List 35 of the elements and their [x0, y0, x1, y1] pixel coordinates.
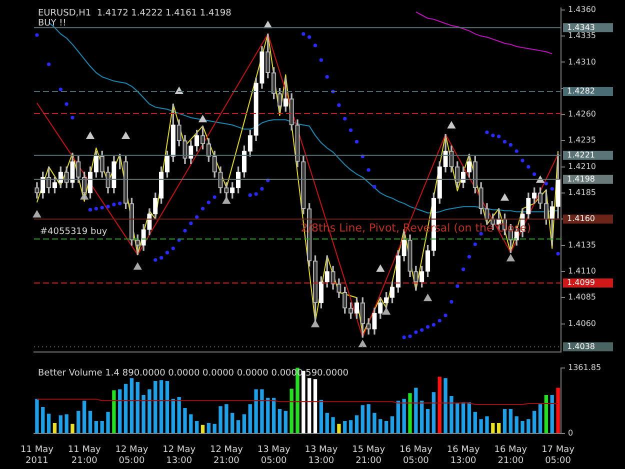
chart-title: EURUSD,H1 1.4172 1.4222 1.4161 1.4198	[38, 8, 232, 19]
ref-line-label: 1.4160	[567, 214, 595, 224]
y-tick-label: 1.4260	[568, 110, 596, 119]
ref-line-label: 1.4221	[567, 150, 595, 160]
y-tick-label: 1.4360	[568, 4, 596, 14]
x-tick-label: 16 May 13:00	[446, 445, 480, 466]
y-tick-label: 0	[568, 428, 574, 438]
text: BUY !!	[38, 18, 66, 29]
y-tick-label: 1.4135	[568, 240, 596, 250]
ref-line-label: 1.4343	[567, 22, 595, 32]
y-tick-label: 1.4335	[568, 31, 596, 40]
x-tick-label: 12 May 21:00	[210, 445, 244, 466]
y-tick-label: 1.4085	[568, 292, 596, 302]
y-tick-label: 1.4235	[568, 136, 596, 145]
x-tick-label: 16 May 05:00	[399, 445, 434, 466]
ref-line-label: 1.4198	[567, 174, 595, 184]
y-tick-label: 1.4210	[568, 162, 596, 171]
x-tick-label: 17 May 05:00	[542, 445, 576, 466]
x-tick-label: 13 May 05:00	[257, 445, 291, 466]
x-tick-label: 16 May 21:00	[494, 445, 528, 466]
y-tick-label: 1.4310	[568, 57, 596, 66]
y-tick-label: 1.4110	[568, 266, 596, 276]
y-tick-label: 1361.85	[568, 362, 602, 372]
x-tick-label: 12 May 13:00	[162, 445, 196, 466]
y-tick-label: 1.4060	[568, 318, 596, 328]
x-tick-label: 13 May 13:00	[304, 445, 338, 466]
annotation: #4055319 buy	[40, 226, 108, 237]
ref-line-label: 1.4038	[567, 342, 595, 351]
x-tick-label: 15 May 21:00	[352, 445, 386, 466]
x-tick-label: 12 May 05:00	[115, 445, 149, 466]
y-tick-label: 1.4185	[568, 188, 596, 198]
x-tick-label: 11 May 2011	[20, 445, 54, 466]
x-tick-label: 11 May 21:00	[68, 445, 102, 466]
ref-line-label: 1.4099	[567, 278, 595, 288]
ref-line-label: 1.4282	[567, 86, 595, 96]
